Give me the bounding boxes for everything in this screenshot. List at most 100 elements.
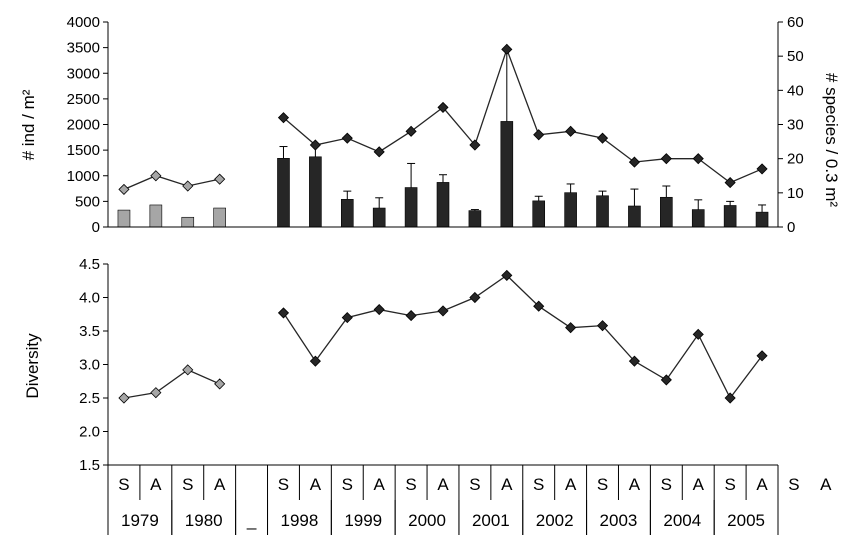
bar [436, 182, 450, 228]
bar [372, 207, 386, 228]
bottom-panel: 1.5 2.0 2.5 3.0 3.5 4.0 4.5 Diversity [23, 256, 768, 474]
category-label: A [437, 475, 449, 494]
y2-tick-label: 50 [787, 48, 804, 65]
bar [691, 209, 705, 228]
category-label: A [214, 475, 226, 494]
diversity-line [123, 369, 220, 399]
diversity-point [596, 320, 609, 332]
y-tick-label: 2.5 [79, 390, 100, 407]
year-label: 2005 [727, 511, 765, 530]
species-point [628, 156, 640, 168]
diversity-point [628, 355, 640, 367]
bar [596, 195, 609, 228]
category-label: S [342, 475, 353, 494]
species-point [469, 139, 481, 151]
y-tick-label: 4.5 [79, 256, 100, 273]
bar [564, 192, 577, 228]
category-label: S [469, 475, 480, 494]
diversity-point [182, 364, 194, 376]
species-point [501, 43, 513, 55]
y2-tick-label: 30 [787, 117, 804, 134]
species-line-series [118, 43, 768, 195]
diversity-point [437, 305, 449, 317]
species-point [182, 180, 194, 192]
y-tick-label: 4000 [67, 14, 100, 31]
diversity-line-series [118, 269, 768, 404]
bar [500, 121, 514, 228]
category-label: A [565, 475, 577, 494]
diversity-point [150, 387, 162, 399]
diversity-point [724, 392, 736, 404]
category-label: S [533, 475, 544, 494]
error-bars [279, 48, 767, 213]
y2-tick-label: 60 [787, 14, 804, 31]
year-label: 1999 [344, 511, 382, 530]
year-label: 1979 [121, 511, 159, 530]
y-tick-label: 3000 [67, 65, 100, 82]
year-label: _ [246, 511, 257, 530]
y-tick-label: 2.0 [79, 424, 100, 441]
category-label: A [693, 475, 705, 494]
y-tick-label: 3.0 [79, 357, 100, 374]
diversity-point [373, 303, 385, 316]
species-point [565, 125, 577, 137]
bottom-left-ticks: 1.5 2.0 2.5 3.0 3.5 4.0 4.5 [79, 256, 108, 474]
bar [340, 199, 354, 228]
top-left-ticks: 0 500 1000 1500 2000 2500 3000 3500 4000 [67, 14, 108, 236]
species-line [283, 47, 763, 184]
species-point [756, 163, 768, 175]
diversity-point [118, 392, 130, 404]
species-point [405, 125, 417, 137]
diversity-point [660, 374, 672, 386]
species-line [123, 175, 220, 191]
year-label: 2001 [472, 511, 510, 530]
diversity-point [341, 312, 353, 324]
bar [660, 196, 673, 228]
diversity-point [501, 269, 513, 281]
y-tick-label: 4.0 [79, 290, 100, 307]
diversity-point [565, 322, 577, 334]
diversity-point [756, 350, 768, 362]
y2-tick-label: 0 [787, 219, 795, 236]
y-tick-label: 1000 [67, 168, 100, 185]
y2-tick-label: 20 [787, 151, 804, 168]
category-label: S [597, 475, 608, 494]
bar [404, 187, 418, 228]
category-label: A [756, 475, 768, 494]
top-right-axis-label: # species / 0.3 m² [822, 73, 841, 208]
y-tick-label: 500 [75, 193, 100, 210]
bar [723, 205, 737, 228]
category-label: S [118, 475, 129, 494]
y2-tick-label: 40 [787, 82, 804, 99]
diversity-point [533, 300, 545, 312]
diversity-point [405, 310, 417, 322]
bottom-left-axis-label: Diversity [23, 333, 42, 399]
category-label: A [150, 475, 162, 494]
year-label: 2000 [408, 511, 446, 530]
top-right-ticks: 0 10 20 30 40 50 60 [778, 14, 804, 236]
y-tick-label: 1500 [67, 142, 100, 159]
species-point [118, 183, 130, 195]
species-point [214, 173, 226, 185]
diversity-point [309, 355, 321, 367]
y-tick-label: 3500 [67, 40, 100, 57]
bar [117, 209, 131, 228]
year-label: 1980 [185, 511, 223, 530]
category-label: A [501, 475, 513, 494]
bar [628, 205, 641, 228]
year-label: 2004 [663, 511, 701, 530]
bar [755, 211, 769, 228]
category-label: S [724, 475, 735, 494]
category-label: S [661, 475, 672, 494]
bar [468, 210, 482, 228]
top-panel: 0 500 1000 1500 2000 2500 3000 3500 4000 0 10 20 30… [19, 14, 841, 236]
species-point [724, 177, 736, 189]
species-point [373, 146, 385, 158]
bar [277, 158, 290, 228]
diversity-point [214, 378, 226, 390]
category-label: S [182, 475, 193, 494]
bar [309, 156, 322, 228]
species-point [309, 139, 321, 151]
